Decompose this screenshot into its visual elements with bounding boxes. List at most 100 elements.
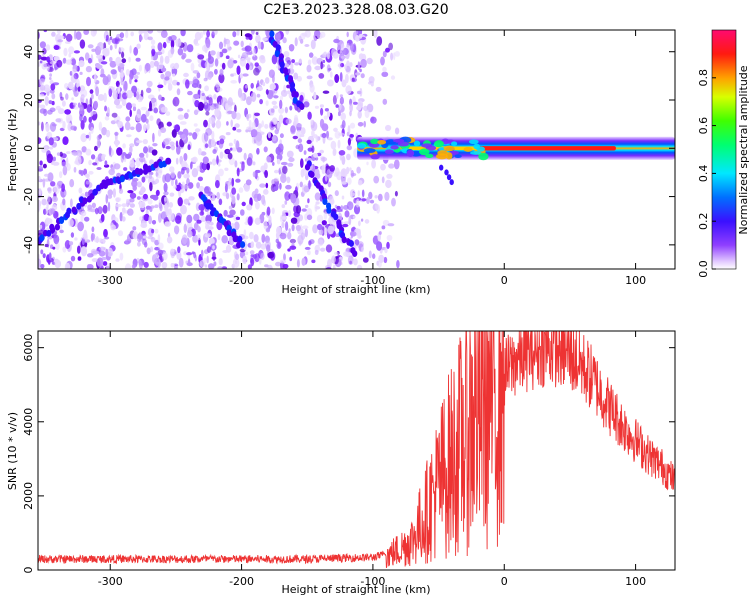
noise-speckle (46, 153, 53, 164)
noise-speckle (255, 131, 262, 142)
noise-speckle (272, 105, 278, 109)
noise-speckle (212, 149, 217, 154)
noise-speckle (218, 73, 225, 84)
noise-speckle (113, 163, 121, 170)
noise-speckle (191, 168, 199, 178)
noise-speckle (286, 90, 291, 94)
noise-speckle (211, 158, 217, 166)
streak-segment (240, 241, 246, 248)
spectrogram-signal-band (357, 136, 675, 186)
signal-band-blob (370, 138, 380, 145)
noise-speckle (215, 180, 220, 189)
noise-speckle (234, 123, 240, 128)
noise-speckle (127, 208, 134, 216)
noise-speckle (49, 77, 52, 80)
noise-speckle (216, 191, 220, 200)
noise-speckle (141, 176, 146, 183)
noise-speckle (374, 195, 378, 199)
noise-speckle (38, 165, 44, 172)
noise-speckle (53, 45, 60, 50)
noise-speckle (177, 197, 183, 207)
noise-speckle (346, 31, 349, 38)
noise-speckle (390, 52, 394, 61)
signal-band-tail-blob (446, 174, 452, 181)
noise-speckle (69, 179, 75, 188)
noise-speckle (85, 173, 90, 178)
noise-speckle (225, 103, 229, 111)
noise-speckle (77, 245, 81, 254)
noise-speckle (44, 243, 49, 248)
snr-x-tick-label: 0 (501, 575, 508, 588)
noise-speckle (72, 102, 77, 106)
noise-speckle (227, 152, 233, 160)
noise-speckle (218, 101, 221, 112)
noise-speckle (235, 216, 240, 220)
noise-speckle (44, 146, 48, 152)
noise-speckle (263, 146, 268, 153)
noise-speckle (102, 204, 108, 214)
noise-speckle (227, 181, 231, 190)
noise-speckle (322, 59, 326, 64)
noise-speckle (145, 110, 150, 117)
noise-speckle (240, 209, 245, 216)
noise-speckle (160, 30, 168, 38)
noise-speckle (325, 163, 329, 169)
noise-speckle (246, 96, 252, 106)
noise-speckle (42, 47, 47, 55)
noise-speckle (131, 103, 136, 107)
noise-speckle (77, 256, 82, 261)
noise-speckle (306, 75, 313, 80)
noise-speckle (102, 47, 110, 57)
noise-speckle (139, 156, 146, 163)
noise-speckle (163, 191, 169, 196)
noise-speckle (94, 145, 98, 152)
noise-speckle (109, 222, 114, 227)
noise-speckle (279, 182, 282, 190)
noise-speckle (390, 75, 396, 80)
noise-speckle (211, 130, 215, 140)
streak-segment (71, 206, 77, 214)
noise-speckle (71, 151, 79, 156)
noise-speckle (232, 72, 237, 76)
noise-speckle (47, 109, 53, 115)
noise-speckle (149, 115, 154, 122)
noise-speckle (163, 138, 170, 146)
noise-speckle (236, 128, 242, 133)
noise-speckle (224, 183, 228, 193)
noise-speckle (232, 126, 237, 131)
noise-speckle (99, 246, 106, 251)
noise-speckle (386, 234, 393, 241)
noise-speckle (349, 231, 357, 237)
signal-band-blob (445, 152, 453, 160)
noise-speckle (149, 159, 154, 165)
noise-speckle (119, 63, 125, 68)
noise-speckle (282, 165, 288, 174)
noise-speckle (177, 47, 184, 56)
noise-speckle (279, 133, 284, 139)
noise-speckle (218, 168, 224, 177)
noise-speckle (201, 92, 205, 97)
signal-band-blob (357, 143, 367, 149)
noise-speckle (257, 123, 262, 129)
signal-band-blob (377, 140, 387, 145)
noise-speckle (149, 182, 153, 192)
noise-speckle (253, 234, 259, 243)
noise-speckle (94, 207, 99, 215)
noise-speckle (320, 107, 324, 116)
noise-speckle (314, 192, 321, 201)
noise-speckle (394, 159, 400, 170)
noise-speckle (290, 193, 297, 204)
spectrogram-y-tick-label: -40 (22, 236, 35, 254)
noise-speckle (352, 215, 356, 219)
noise-speckle (360, 58, 367, 68)
noise-speckle (245, 57, 251, 61)
noise-speckle (340, 112, 347, 121)
noise-speckle (193, 251, 197, 259)
noise-speckle (218, 198, 223, 206)
noise-speckle (241, 201, 246, 207)
noise-speckle (215, 82, 221, 88)
signal-band-blob (449, 150, 459, 156)
noise-speckle (331, 255, 336, 264)
noise-speckle (211, 194, 216, 201)
noise-speckle (209, 104, 215, 111)
